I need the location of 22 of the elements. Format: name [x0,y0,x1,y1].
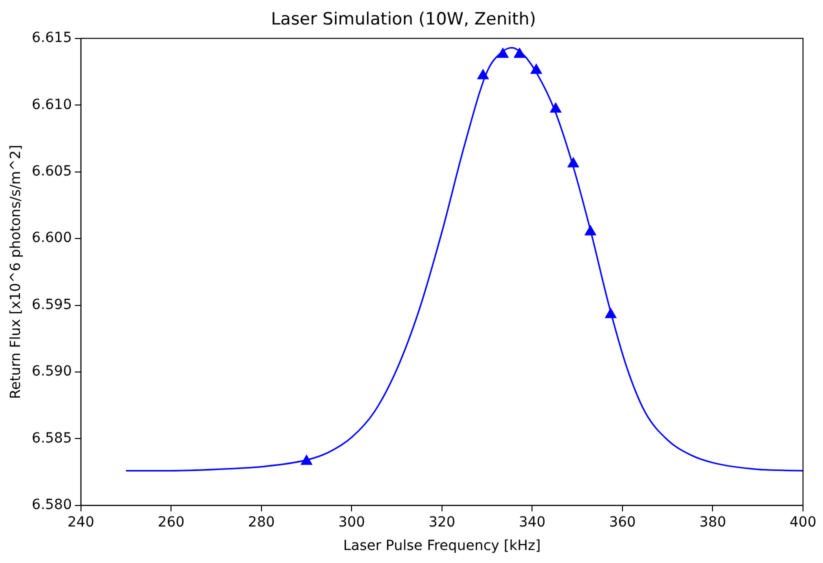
y-tick-label: 6.605 [32,163,72,180]
y-tick-label: 6.610 [32,96,72,113]
point [477,69,489,80]
y-tick-label: 6.600 [32,230,72,246]
x-tick-label: 240 [68,514,94,530]
y-axis-title: Return Flux [x10^6 photons/s/m^2] [8,144,24,399]
y-tick-label: 6.590 [32,364,72,380]
x-axis-title: Laser Pulse Frequency [kHz] [343,538,541,554]
y-tick-label: 6.580 [32,497,72,514]
x-tick-label: 260 [158,514,185,530]
x-tick-label: 360 [609,514,636,530]
chart-title: Laser Simulation (10W, Zenith) [270,10,536,30]
y-tick-label: 6.585 [32,430,72,446]
x-tick-label: 380 [699,514,726,530]
x-tick-label: 400 [790,514,816,530]
x-tick-label: 300 [338,514,366,530]
x-tick-label: 320 [428,514,456,530]
x-tick-label: 340 [518,514,546,530]
line-series [125,46,803,472]
x-tick-label: 280 [248,514,275,530]
y-tick-label: 6.615 [32,30,72,46]
y-tick-label: 6.595 [32,296,72,313]
